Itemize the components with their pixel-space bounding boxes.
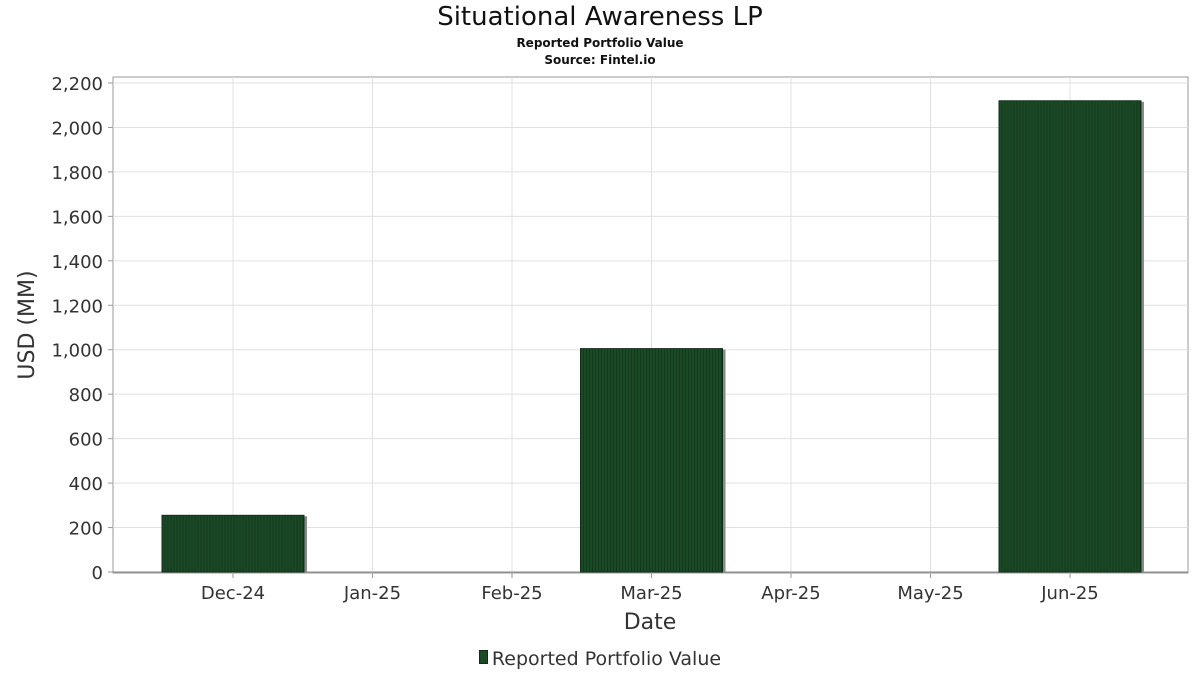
y-tick-label: 1,000 [51,341,103,362]
bar [161,514,307,573]
y-tick-label: 2,200 [51,74,103,95]
y-tick-label: 600 [69,430,103,451]
y-tick-label: 1,600 [51,207,103,228]
y-tick-label: 1,400 [51,252,103,273]
bars [161,100,1144,573]
y-tick-label: 1,800 [51,163,103,184]
y-tick-label: 200 [69,519,103,540]
x-tick-label: Feb-25 [481,583,542,604]
y-tick-label: 400 [69,474,103,495]
x-tick-label: Jun-25 [1040,583,1099,604]
legend-label: Reported Portfolio Value [491,648,722,670]
chart-title: Situational Awareness LP [437,2,763,32]
chart-source: Source: Fintel.io [544,53,656,67]
x-tick-label: May-25 [897,583,963,604]
y-tick-label: 800 [69,385,103,406]
y-axis-title: USD (MM) [15,270,40,379]
x-tick-label: Dec-24 [201,583,265,604]
legend: Reported Portfolio Value [0,648,1200,670]
chart-subtitle: Reported Portfolio Value [516,36,684,50]
x-axis-title: Date [624,610,677,635]
y-axis-ticks: 0 200 400 600 800 1,000 1,200 1,400 1,600 1,800 2,… [51,74,113,584]
x-tick-label: Apr-25 [761,583,820,604]
x-tick-label: Jan-25 [343,583,401,604]
bar [580,348,726,573]
y-tick-label: 0 [92,563,103,584]
y-tick-label: 2,000 [51,118,103,139]
x-axis-ticks: Dec-24 Jan-25 Feb-25 Mar-25 Apr-25 May-25 Jun-… [201,573,1099,604]
bar [998,100,1144,573]
legend-swatch [478,650,488,664]
x-tick-label: Mar-25 [620,583,682,604]
y-tick-label: 1,200 [51,296,103,317]
